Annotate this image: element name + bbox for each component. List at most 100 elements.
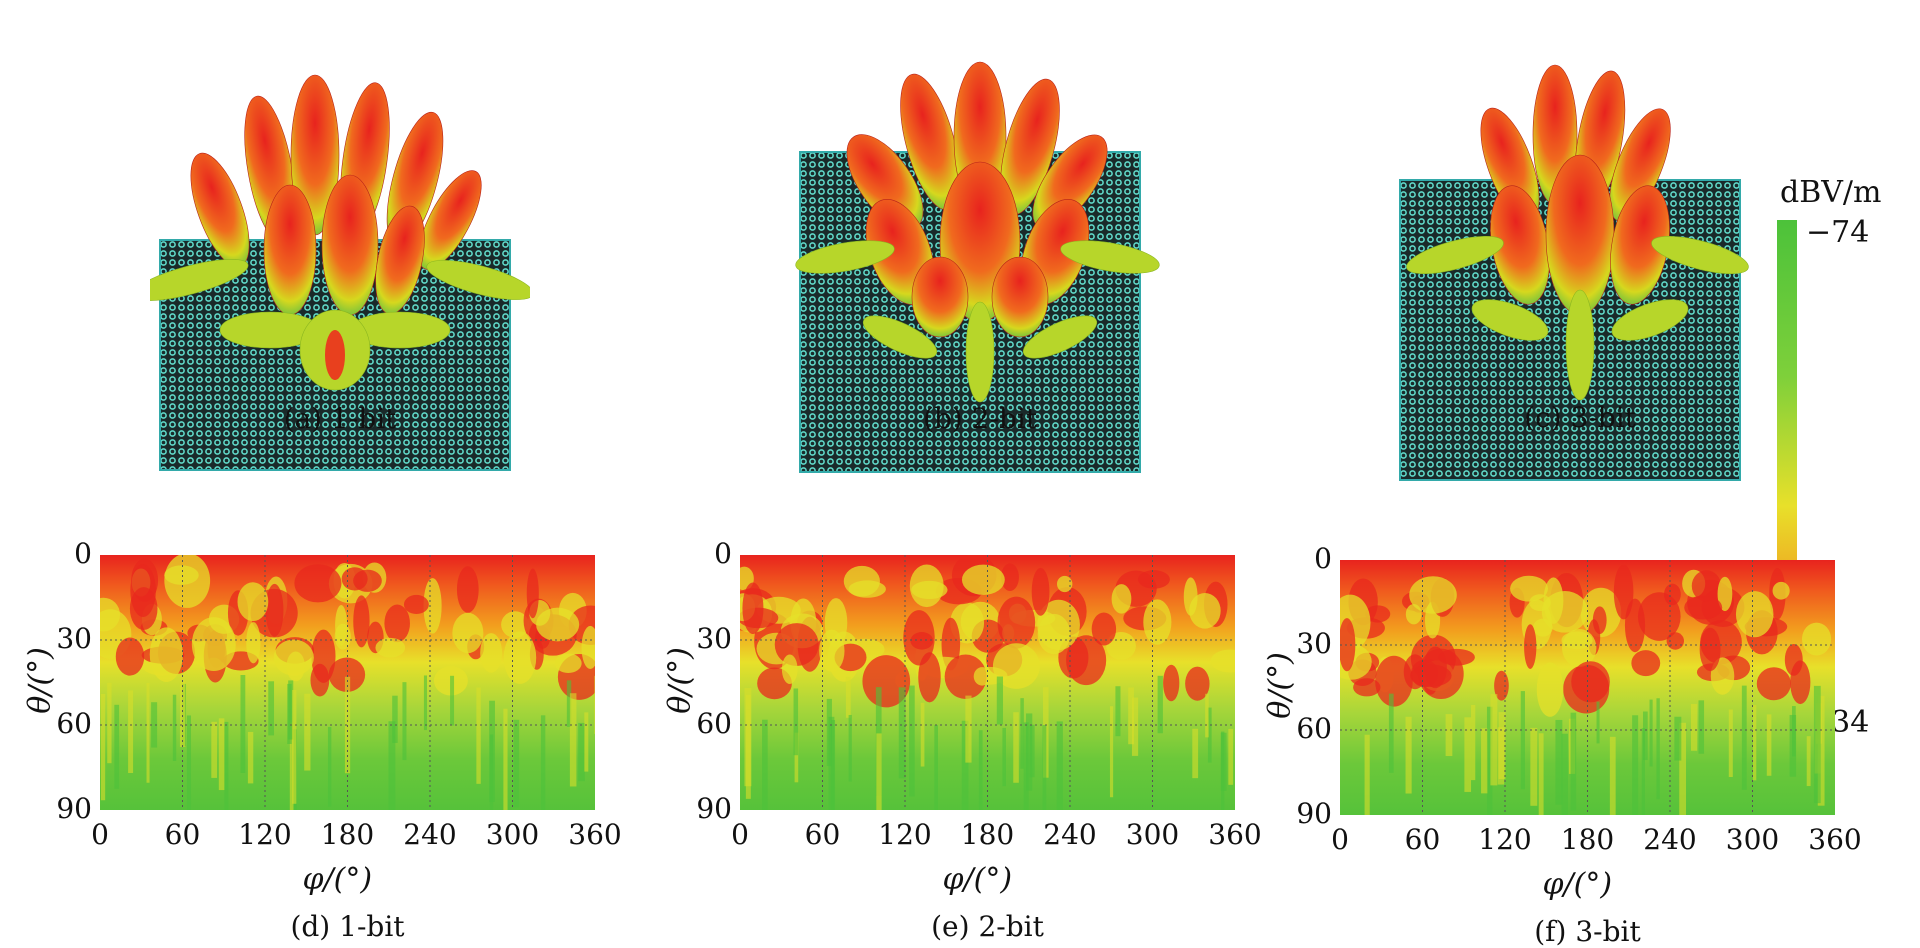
heatmap-blob	[944, 654, 987, 699]
heatmap-streak	[594, 675, 595, 734]
y-tick-label: 90	[696, 792, 732, 825]
heatmap-streak	[392, 695, 398, 744]
heatmap-streak	[934, 725, 939, 810]
heatmap-blob	[862, 655, 911, 708]
heatmap-blob	[1510, 575, 1548, 602]
heatmap-streak	[1131, 697, 1139, 756]
heatmap-blob	[1340, 618, 1356, 672]
heatmap-streak	[1632, 715, 1639, 815]
y-tick-label: 30	[56, 622, 92, 655]
heatmap-blob	[581, 625, 595, 670]
heatmap-blob	[1631, 650, 1661, 677]
heatmap-streak	[1020, 698, 1024, 769]
x-tick-label: 180	[1560, 823, 1615, 856]
heatmap-streak	[1817, 695, 1825, 806]
y-tick-label: 30	[696, 622, 732, 655]
colorbar-unit: dBV/m	[1780, 175, 1882, 210]
heatmap-streak	[450, 675, 455, 726]
pattern-3d-2bit: (b) 2-bit	[790, 52, 1170, 482]
heatmap-blob	[1143, 599, 1172, 645]
heatmap-streak	[1042, 725, 1047, 810]
y-tick-label: 60	[696, 707, 732, 740]
heatmap-streak	[476, 687, 481, 784]
heatmap-streak	[247, 731, 254, 784]
heatmap-streak	[1157, 675, 1163, 734]
heatmap-streak	[107, 682, 112, 764]
heatmap-streak	[128, 690, 134, 774]
heatmap-streak	[1056, 721, 1063, 810]
heatmap-blob	[1543, 577, 1564, 624]
x-tick-label: 60	[164, 818, 201, 851]
heatmap-blob	[911, 580, 948, 600]
heatmap-streak	[920, 702, 925, 767]
heatmap-blob	[1561, 631, 1593, 650]
heatmap-streak	[845, 676, 851, 718]
heatmap-streak	[489, 734, 494, 810]
heatmap-streak	[1570, 712, 1577, 811]
heatmap-streak	[1228, 728, 1234, 785]
heatmap-streak	[1220, 732, 1227, 791]
x-tick-label: 0	[1331, 823, 1349, 856]
heatmap-streak	[1128, 687, 1134, 745]
x-tick-label: 60	[804, 818, 841, 851]
heatmap-blob	[973, 667, 991, 686]
heatmap-blob	[918, 652, 941, 703]
x-tick-label: 120	[878, 818, 932, 851]
heatmap-blob	[423, 578, 442, 634]
y-tick-label: 60	[1296, 712, 1332, 745]
heatmap-streak	[566, 680, 572, 727]
pattern-3d-1bit: (a) 1-bit	[150, 60, 530, 480]
heatmap-streak	[1642, 711, 1648, 761]
x-tick-label: 180	[320, 818, 375, 851]
heatmap-streak	[826, 698, 832, 767]
caption-c: (c) 3-bit	[1524, 401, 1636, 434]
heatmap-streak	[114, 704, 120, 789]
heatmap-texture-e	[740, 555, 1235, 810]
heatmap-streak	[423, 675, 428, 731]
pattern-3d-3bit-graphic	[1399, 64, 1749, 481]
heatmap-blob	[1091, 612, 1117, 646]
heatmap-blob	[1533, 618, 1553, 637]
heatmap-streak	[909, 685, 915, 797]
heatmap-streak	[1641, 728, 1645, 815]
heatmap-blob	[1735, 591, 1774, 638]
colorbar-top-label: −74	[1806, 215, 1870, 250]
y-tick-label: 90	[1296, 797, 1332, 830]
pattern-3d-2bit-graphic	[795, 61, 1160, 473]
heatmap-streak	[304, 693, 311, 771]
heatmap-streak	[151, 702, 158, 748]
heatmap-streak	[794, 732, 799, 783]
heatmap-texture-f	[1340, 560, 1835, 815]
heatmap-streak	[578, 722, 585, 782]
caption-b: (b) 2-bit	[922, 402, 1038, 435]
heatmap-blob	[480, 633, 503, 673]
y-tick-label: 90	[56, 792, 92, 825]
heatmap-streak	[186, 715, 192, 810]
heatmap-streak	[1596, 701, 1600, 744]
heatmap-image-e	[740, 555, 1235, 810]
heatmap-streak	[1609, 736, 1616, 815]
heatmap-blob	[237, 582, 269, 622]
heatmap-streak	[289, 722, 294, 810]
heatmap-streak	[1698, 700, 1705, 754]
heatmap-blob	[961, 564, 1005, 595]
heatmap-streak	[1405, 716, 1412, 794]
pattern-3d-1bit-graphic	[150, 74, 530, 471]
heatmap-blob	[311, 629, 336, 683]
heatmap-streak	[146, 683, 150, 783]
heatmap-image-d	[100, 555, 595, 810]
heatmap-blob	[129, 587, 158, 630]
heatmap-blob	[328, 657, 366, 692]
x-tick-label: 120	[1478, 823, 1532, 856]
heatmap-blob	[1624, 598, 1646, 653]
heatmap-blob	[1684, 595, 1723, 620]
heatmap-blob	[115, 637, 145, 676]
heatmap-streak	[830, 720, 836, 810]
heatmap-blob	[1111, 584, 1132, 614]
y-tick-label: 0	[714, 537, 732, 570]
heatmap-streak	[268, 681, 275, 736]
heatmap-streak	[1486, 706, 1493, 815]
x-axis-label: φ/(°)	[1542, 867, 1613, 902]
heatmap-blob	[1409, 576, 1457, 614]
heatmap-streak	[388, 721, 396, 810]
